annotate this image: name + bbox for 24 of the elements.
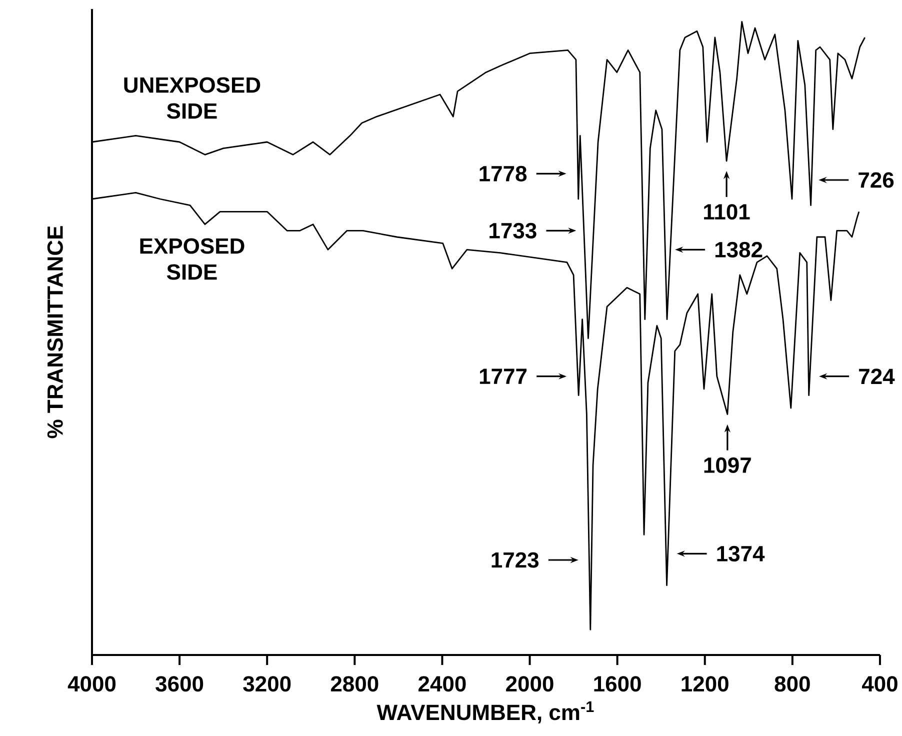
- x-tick-label: 1200: [682, 676, 728, 692]
- annotation: 1101: [704, 204, 750, 220]
- series-label: EXPOSED SIDE: [140, 238, 244, 280]
- x-tick-label: 400: [862, 676, 898, 692]
- x-tick-label: 2400: [418, 676, 466, 692]
- annotation: 726: [858, 172, 894, 188]
- x-tick-label: 4000: [68, 676, 116, 692]
- annotation: 724: [859, 368, 895, 384]
- x-tick-label: 2000: [506, 676, 554, 692]
- annotation: 1777: [480, 368, 527, 384]
- annotation: 1723: [492, 552, 539, 568]
- annotation: 1778: [480, 166, 527, 182]
- annotation: 1097: [704, 457, 751, 473]
- x-tick-label: 3200: [243, 676, 291, 692]
- series-label: UNEXPOSED SIDE: [124, 77, 260, 119]
- x-tick-label: 3600: [156, 676, 204, 692]
- x-tick-label: 1600: [594, 676, 641, 692]
- x-tick-label: 800: [774, 676, 810, 692]
- annotation: 1382: [715, 242, 762, 258]
- x-tick-label: 2800: [330, 676, 378, 692]
- annotation: 1733: [490, 222, 536, 238]
- annotation: 1374: [717, 546, 765, 562]
- x-axis-title: WAVENUMBER, cm$^{-1}$: [376, 701, 594, 724]
- y-axis-title: % TRANSMITTANCE: [47, 226, 63, 438]
